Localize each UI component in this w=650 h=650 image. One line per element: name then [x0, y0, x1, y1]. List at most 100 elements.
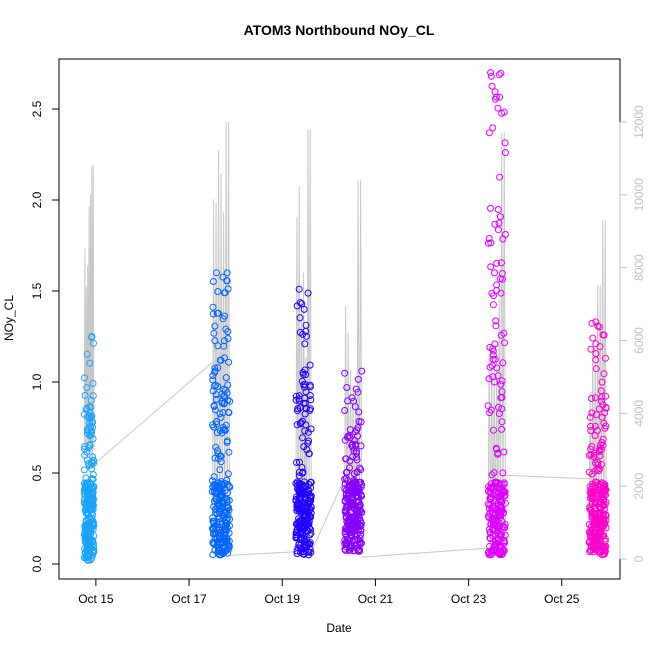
data-point — [501, 339, 508, 347]
data-point — [87, 555, 95, 563]
data-point — [222, 526, 230, 534]
y-axis-label: NOy_CL — [2, 295, 16, 341]
data-point — [303, 539, 311, 547]
data-point — [83, 504, 91, 512]
data-point — [85, 547, 93, 555]
data-point — [210, 540, 218, 548]
data-point — [499, 359, 507, 367]
data-point — [588, 395, 595, 402]
data-point — [486, 343, 494, 351]
data-point — [292, 392, 300, 400]
data-point — [599, 401, 607, 409]
data-point — [487, 263, 495, 271]
data-point — [491, 355, 499, 363]
data-point — [209, 278, 217, 285]
data-point — [305, 540, 313, 548]
data-point — [86, 359, 94, 367]
data-point — [84, 427, 92, 435]
data-point — [84, 456, 91, 464]
data-point — [86, 531, 94, 539]
data-point — [214, 342, 222, 350]
data-point — [491, 269, 498, 277]
data-point — [298, 300, 306, 308]
data-point — [496, 93, 504, 101]
data-point — [492, 444, 500, 452]
data-point — [209, 387, 217, 395]
data-point — [213, 510, 221, 518]
data-point — [346, 426, 354, 434]
data-point — [216, 526, 223, 534]
series-2 — [208, 269, 234, 559]
data-point — [225, 537, 233, 545]
data-point — [594, 458, 602, 466]
data-point — [490, 525, 498, 533]
data-point — [356, 507, 364, 515]
data-point — [354, 388, 362, 396]
data-point — [296, 505, 304, 512]
data-point — [600, 480, 608, 488]
data-point — [298, 530, 306, 538]
data-point — [487, 69, 495, 77]
data-point — [223, 269, 231, 277]
data-point — [353, 447, 360, 455]
data-point — [494, 521, 502, 529]
data-point — [591, 422, 599, 430]
x-tick-label: Oct 15 — [78, 592, 114, 606]
data-point — [597, 397, 605, 405]
data-point — [83, 350, 91, 358]
altitude-connector — [229, 551, 296, 556]
data-point — [350, 447, 358, 455]
data-point — [82, 481, 89, 488]
data-point — [496, 275, 504, 283]
data-point — [225, 358, 233, 366]
data-point — [490, 469, 498, 477]
data-point — [88, 465, 95, 473]
data-point — [302, 519, 310, 527]
data-point — [351, 488, 359, 496]
data-point — [594, 322, 602, 330]
data-point — [501, 499, 509, 507]
data-point — [496, 547, 504, 555]
data-point — [494, 529, 502, 537]
data-point — [292, 496, 300, 503]
data-point — [293, 519, 301, 527]
data-point — [588, 499, 596, 507]
data-point — [498, 377, 506, 385]
data-point — [484, 239, 492, 247]
data-point — [354, 432, 361, 440]
data-point — [226, 483, 234, 491]
data-point — [594, 461, 602, 469]
data-point — [341, 485, 349, 493]
y-tick-label: 1.5 — [30, 282, 44, 299]
data-point — [294, 405, 302, 413]
series-3 — [292, 285, 315, 559]
data-point — [209, 376, 217, 384]
right-axis-tick-label: 4000 — [632, 400, 646, 427]
data-point — [356, 464, 364, 472]
data-point — [602, 354, 609, 362]
data-point — [594, 541, 602, 549]
data-point — [217, 413, 225, 421]
data-point — [296, 314, 304, 322]
data-point — [299, 550, 307, 558]
data-point — [307, 425, 315, 433]
altitude-connector — [310, 478, 345, 552]
data-point — [214, 288, 222, 295]
data-point — [90, 546, 98, 554]
right-axis-tick-label: 6000 — [632, 327, 646, 354]
data-point — [301, 366, 309, 374]
data-point — [89, 537, 97, 545]
plot-frame — [58, 58, 621, 580]
data-point — [488, 503, 496, 511]
data-point — [214, 499, 222, 507]
data-point — [296, 299, 304, 307]
data-point — [218, 498, 226, 506]
data-point — [350, 470, 358, 478]
data-point — [90, 540, 97, 548]
data-point — [86, 442, 94, 449]
data-point — [214, 488, 222, 496]
data-point — [591, 394, 599, 402]
x-tick-label: Oct 19 — [265, 592, 301, 606]
data-point — [488, 549, 496, 557]
